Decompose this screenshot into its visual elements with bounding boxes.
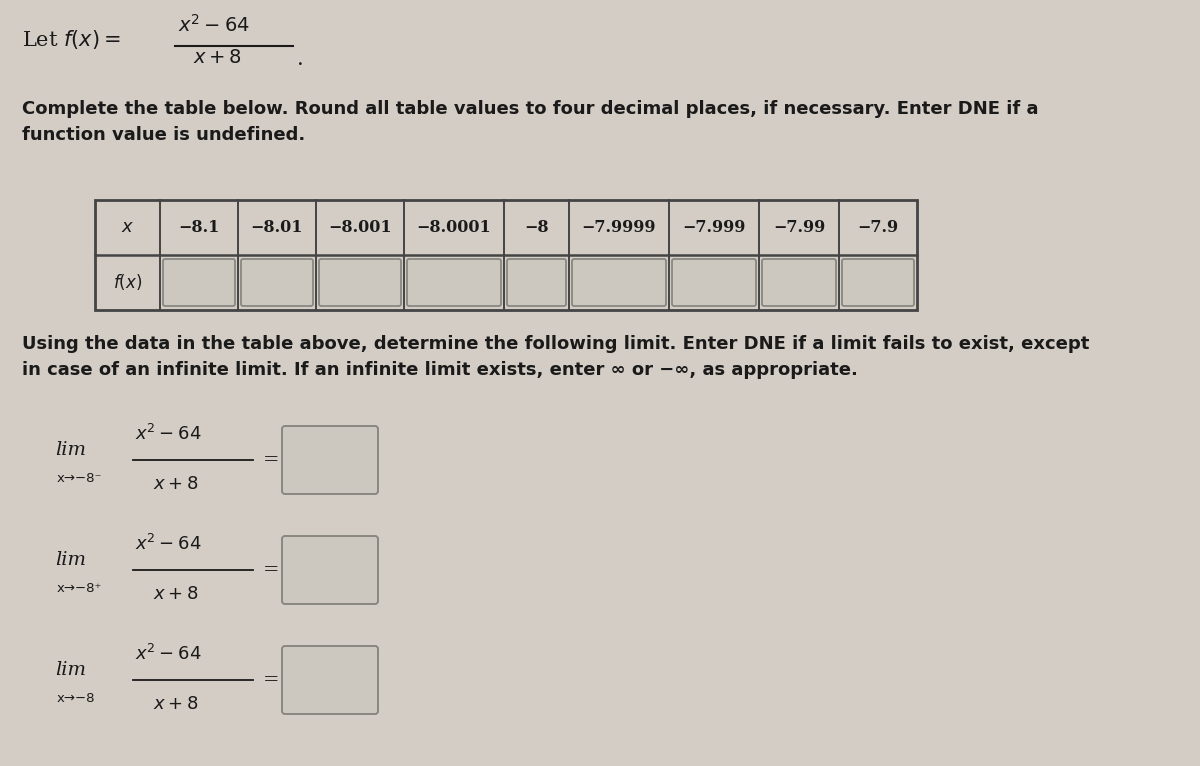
Text: $x + 8$: $x + 8$ xyxy=(154,695,198,713)
Text: −7.9: −7.9 xyxy=(858,219,899,236)
FancyBboxPatch shape xyxy=(282,646,378,714)
Text: −8.1: −8.1 xyxy=(179,219,220,236)
FancyBboxPatch shape xyxy=(319,259,401,306)
Text: $x + 8$: $x + 8$ xyxy=(193,49,242,67)
Text: lim: lim xyxy=(55,551,86,569)
FancyBboxPatch shape xyxy=(407,259,502,306)
Text: $f(x)$: $f(x)$ xyxy=(113,273,142,293)
FancyBboxPatch shape xyxy=(572,259,666,306)
Text: x→−8⁻: x→−8⁻ xyxy=(58,472,102,485)
Text: $x^2 - 64$: $x^2 - 64$ xyxy=(134,534,202,554)
Text: −7.99: −7.99 xyxy=(773,219,826,236)
Text: =: = xyxy=(263,451,280,469)
Text: x→−8⁺: x→−8⁺ xyxy=(58,581,102,594)
Text: $x^2 - 64$: $x^2 - 64$ xyxy=(134,424,202,444)
Text: $x^2 - 64$: $x^2 - 64$ xyxy=(178,14,250,36)
Text: Let $f(x) =$: Let $f(x) =$ xyxy=(22,28,121,51)
Text: −8.0001: −8.0001 xyxy=(416,219,491,236)
FancyBboxPatch shape xyxy=(762,259,836,306)
Text: −7.9999: −7.9999 xyxy=(582,219,656,236)
Text: lim: lim xyxy=(55,661,86,679)
Text: .: . xyxy=(298,50,304,69)
FancyBboxPatch shape xyxy=(282,536,378,604)
FancyBboxPatch shape xyxy=(672,259,756,306)
Text: −8.001: −8.001 xyxy=(328,219,392,236)
Text: =: = xyxy=(263,671,280,689)
FancyBboxPatch shape xyxy=(282,426,378,494)
Text: x→−8: x→−8 xyxy=(58,692,96,705)
FancyBboxPatch shape xyxy=(508,259,566,306)
Text: $x^2 - 64$: $x^2 - 64$ xyxy=(134,644,202,664)
Text: =: = xyxy=(263,561,280,579)
Text: $x + 8$: $x + 8$ xyxy=(154,585,198,603)
Text: −8: −8 xyxy=(524,219,548,236)
Bar xyxy=(95,200,917,310)
Text: −8.01: −8.01 xyxy=(251,219,304,236)
Text: Complete the table below. Round all table values to four decimal places, if nece: Complete the table below. Round all tabl… xyxy=(22,100,1038,144)
Text: $x$: $x$ xyxy=(121,218,134,237)
Text: lim: lim xyxy=(55,441,86,459)
Text: −7.999: −7.999 xyxy=(683,219,745,236)
FancyBboxPatch shape xyxy=(163,259,235,306)
FancyBboxPatch shape xyxy=(241,259,313,306)
Text: $x + 8$: $x + 8$ xyxy=(154,475,198,493)
FancyBboxPatch shape xyxy=(842,259,914,306)
Text: Using the data in the table above, determine the following limit. Enter DNE if a: Using the data in the table above, deter… xyxy=(22,335,1090,378)
